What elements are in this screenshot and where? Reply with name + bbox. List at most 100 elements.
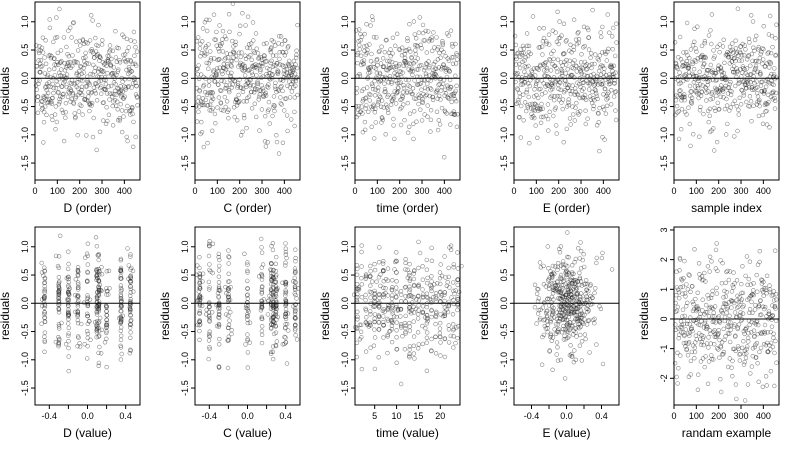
residual-point	[575, 317, 580, 322]
residual-point	[719, 281, 725, 286]
residual-point	[718, 65, 723, 70]
residual-point	[536, 108, 541, 113]
residual-point	[578, 279, 584, 284]
residual-point	[692, 345, 697, 350]
y-tick-label: -1.0	[180, 352, 190, 368]
residual-point	[50, 95, 55, 101]
residual-point	[772, 248, 778, 253]
residual-point	[363, 297, 368, 303]
residual-point	[33, 83, 39, 88]
residual-point	[226, 87, 232, 93]
residual-point	[720, 89, 726, 94]
residual-point	[289, 89, 295, 94]
residual-point	[421, 67, 427, 73]
residual-point	[533, 123, 538, 128]
residual-point	[739, 297, 744, 302]
residual-point	[217, 57, 222, 62]
residual-point	[429, 87, 434, 92]
residual-point	[737, 358, 743, 363]
residual-point	[425, 103, 430, 108]
residual-point	[425, 275, 430, 281]
residual-point	[213, 37, 219, 42]
residual-point	[583, 108, 588, 113]
residual-point	[549, 51, 554, 56]
residual-point	[106, 84, 111, 89]
residual-point	[66, 314, 71, 319]
residual-point	[42, 280, 47, 286]
residual-point	[767, 65, 772, 70]
residual-point	[89, 89, 95, 95]
residual-point	[735, 325, 741, 330]
residual-point	[363, 274, 369, 280]
residual-point	[274, 254, 279, 260]
residual-point	[552, 286, 558, 291]
residual-point	[242, 73, 248, 78]
residual-point	[245, 350, 251, 355]
residual-point	[381, 279, 386, 284]
residual-point	[278, 34, 284, 39]
residual-point	[362, 119, 368, 125]
residual-point	[772, 304, 778, 309]
residual-point	[90, 134, 96, 140]
residual-point	[215, 290, 221, 296]
residual-point	[592, 87, 598, 92]
residual-point	[581, 45, 586, 50]
residual-point	[390, 285, 395, 290]
residual-point	[216, 284, 222, 289]
residual-point	[433, 59, 438, 65]
residual-point	[66, 261, 71, 267]
residual-point	[684, 321, 690, 326]
x-tick-label: 400	[756, 411, 771, 421]
residual-point	[44, 87, 49, 93]
residual-point	[104, 286, 109, 291]
residual-point	[385, 107, 391, 112]
residual-point	[684, 282, 689, 287]
residual-point	[722, 337, 727, 342]
residual-panel: -0.4 0.0 0.4-1.5-1.0-0.50.00.51.0C (value)…	[158, 226, 301, 440]
residual-point	[454, 124, 460, 130]
residual-point	[279, 102, 284, 107]
residual-point	[755, 47, 761, 52]
residual-point	[209, 310, 215, 315]
residual-point	[47, 25, 53, 30]
residual-point	[754, 272, 759, 278]
residual-point	[551, 97, 557, 103]
residual-point	[758, 79, 764, 85]
residual-point	[206, 314, 212, 319]
residual-point	[567, 294, 573, 300]
residual-point	[703, 302, 709, 308]
residual-point	[394, 320, 399, 325]
residual-point	[768, 61, 773, 66]
residual-point	[400, 334, 405, 339]
residual-point	[574, 298, 579, 303]
residual-point	[718, 377, 723, 382]
residual-point	[355, 50, 361, 56]
residual-point	[722, 314, 728, 320]
residual-point	[375, 88, 381, 93]
residual-point	[283, 246, 288, 251]
residual-point	[555, 57, 561, 62]
residual-point	[410, 91, 415, 97]
residual-point	[292, 71, 298, 76]
residual-point	[282, 334, 287, 340]
residual-point	[292, 275, 297, 281]
y-tick-label: -1.5	[20, 155, 30, 171]
residual-point	[760, 329, 765, 335]
residual-point	[271, 94, 277, 99]
residual-point	[723, 294, 729, 299]
residual-point	[53, 253, 59, 259]
residual-point	[527, 83, 532, 89]
residual-point	[429, 300, 434, 305]
residual-point	[217, 312, 222, 317]
residual-point	[735, 6, 741, 11]
residual-point	[404, 62, 409, 68]
residual-point	[394, 90, 400, 95]
residual-point	[66, 331, 71, 336]
residual-point	[63, 115, 68, 120]
residual-point	[115, 69, 121, 74]
residual-point	[403, 331, 408, 336]
residual-point	[546, 32, 552, 37]
residual-point	[574, 91, 580, 97]
residual-point	[550, 367, 555, 372]
residual-point	[128, 252, 133, 257]
